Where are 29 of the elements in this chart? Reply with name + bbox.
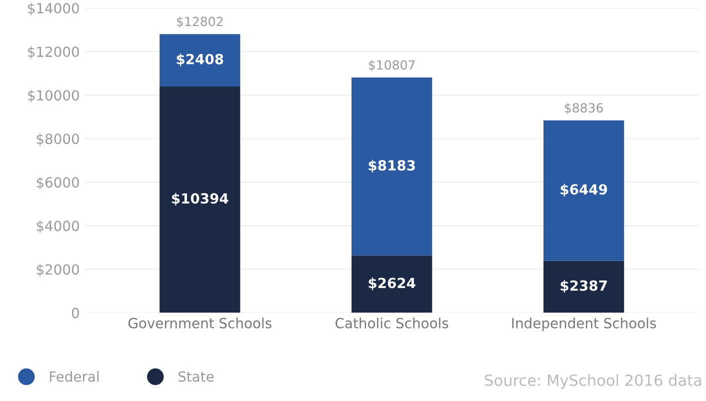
data-label: $8183 — [368, 160, 415, 172]
data-label: $2387 — [560, 280, 607, 293]
bar — [352, 78, 432, 256]
total-label: $8836 — [564, 102, 603, 114]
bar — [352, 256, 432, 313]
y-tick-label: $4000 — [36, 220, 79, 234]
bar — [543, 120, 624, 261]
y-tick-label: $8000 — [36, 133, 79, 146]
data-label: $2408 — [176, 54, 224, 66]
total-label: $12802 — [177, 16, 222, 28]
y-tick-label: 0 — [72, 308, 79, 318]
bar — [160, 34, 240, 87]
x-tick-label: Independent Schools — [512, 318, 656, 332]
bar — [543, 260, 624, 313]
bar — [160, 86, 240, 313]
data-label: $6449 — [560, 184, 608, 196]
data-label: $10394 — [172, 192, 228, 206]
legend-label: Federal — [50, 371, 99, 382]
y-tick-label: $2000 — [36, 264, 79, 277]
y-tick-label: $10000 — [28, 90, 79, 102]
y-tick-label: $12000 — [28, 46, 79, 59]
data-label: $2624 — [368, 278, 416, 290]
y-tick-label: $14000 — [28, 2, 79, 16]
total-label: $10807 — [369, 60, 415, 72]
x-tick-label: Government Schools — [128, 318, 272, 328]
legend-label: State — [178, 371, 214, 382]
y-tick-label: $6000 — [36, 176, 79, 190]
x-tick-label: Catholic Schools — [336, 318, 448, 328]
source-note: Source: MySchool 2016 data — [485, 374, 702, 389]
